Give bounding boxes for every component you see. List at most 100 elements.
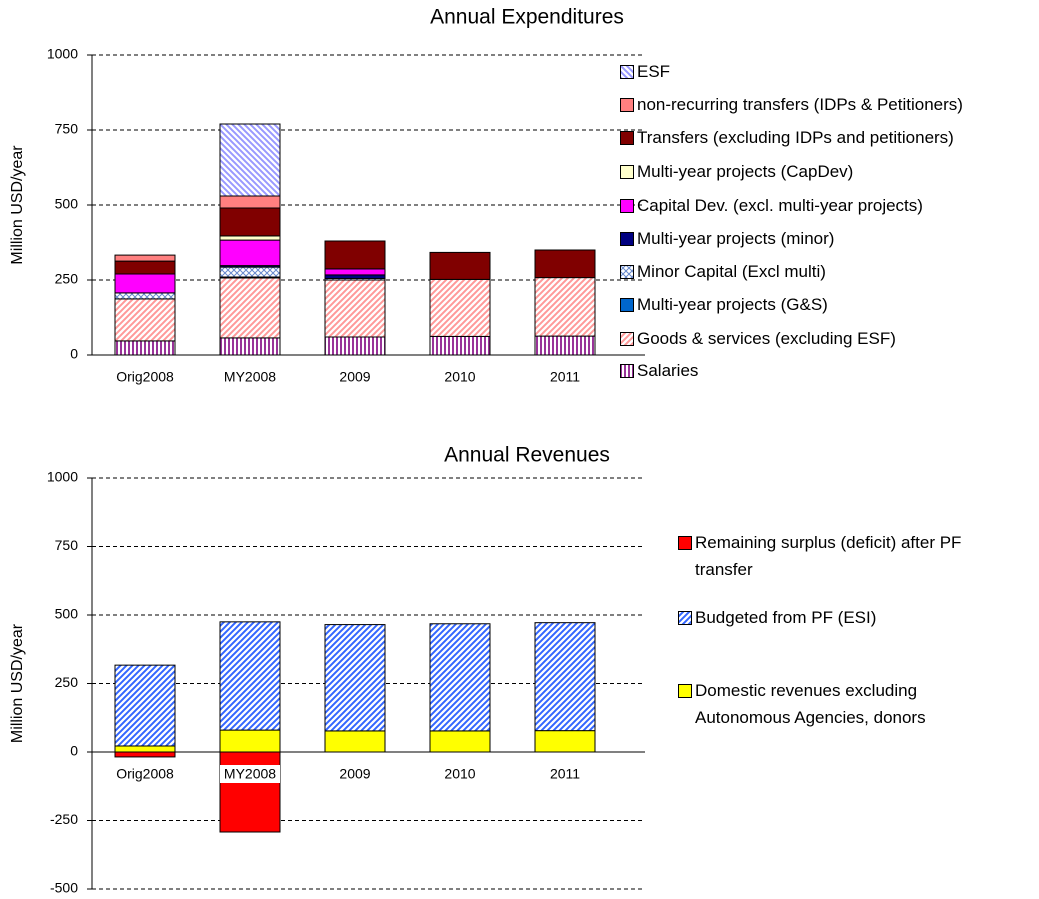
legend-swatch <box>620 332 634 346</box>
label-bg <box>325 368 385 386</box>
bar-segment <box>429 623 491 732</box>
chart-title: Annual Revenues <box>444 444 610 467</box>
y-tick-label: 750 <box>55 537 79 553</box>
label-bg <box>535 765 595 783</box>
legend-item: Multi-year projects (CapDev) <box>620 158 1030 185</box>
y-axis-label: Million USD/year <box>9 623 26 743</box>
y-tick-label: 0 <box>70 346 78 362</box>
legend-item: Goods & services (excluding ESF) <box>620 325 1030 352</box>
bar-segment <box>219 751 281 833</box>
legend-label: Multi-year projects (G&S) <box>637 295 828 314</box>
bar-segment <box>429 730 491 753</box>
legend-swatch <box>678 611 692 625</box>
bar-segment <box>324 274 386 279</box>
bar-segment <box>219 195 281 209</box>
legend-item: non-recurring transfers (IDPs & Petition… <box>620 91 1030 118</box>
legend-swatch <box>620 65 634 79</box>
legend-swatch <box>620 131 634 145</box>
legend-item: Minor Capital (Excl multi) <box>620 258 1030 285</box>
bar-segment <box>219 277 281 339</box>
bar-segment <box>324 336 386 356</box>
bar-segment <box>324 279 386 338</box>
legend-swatch <box>620 199 634 213</box>
y-tick-label: 1000 <box>47 469 78 485</box>
label-bg <box>325 765 385 783</box>
bar-segment <box>324 268 386 276</box>
bar-segment <box>114 664 176 747</box>
swatch <box>620 298 634 312</box>
legend-label: Multi-year projects (CapDev) <box>637 162 854 181</box>
swatch <box>620 131 634 145</box>
x-tick-label: 2009 <box>339 766 370 782</box>
x-tick-label: Orig2008 <box>116 369 174 385</box>
x-tick-label: 2009 <box>339 369 370 385</box>
label-bg <box>430 765 490 783</box>
bar-segment <box>114 273 176 294</box>
legend-label: ESF <box>637 62 671 81</box>
legend-swatch <box>620 298 634 312</box>
bar-segment <box>324 730 386 753</box>
legend-swatch <box>678 684 692 698</box>
legend-item: Domestic revenues excluding Autonomous A… <box>678 677 1008 731</box>
bar-segment <box>114 745 176 753</box>
legend-item: Capital Dev. (excl. multi-year projects) <box>620 192 1030 219</box>
swatch <box>620 165 634 179</box>
legend-label: Budgeted from PF (ESI) <box>695 608 877 627</box>
legend-label: Domestic revenues excluding Autonomous A… <box>695 681 926 727</box>
legend-item: Remaining surplus (deficit) after PF tra… <box>678 529 1008 583</box>
swatch <box>678 536 692 550</box>
swatch <box>620 265 634 279</box>
label-bg <box>220 368 280 386</box>
legend-label: Capital Dev. (excl. multi-year projects) <box>637 196 923 215</box>
swatch <box>620 364 634 378</box>
bar-segment <box>219 621 281 731</box>
y-tick-label: 500 <box>55 606 79 622</box>
y-tick-label: 750 <box>55 121 79 137</box>
legend-label: non-recurring transfers (IDPs & Petition… <box>637 95 963 114</box>
bar-segment <box>324 240 386 270</box>
y-tick-label: 250 <box>55 674 79 690</box>
legend-item: Multi-year projects (minor) <box>620 225 1030 252</box>
legend-item: ESF <box>620 58 1030 85</box>
swatch <box>678 684 692 698</box>
legend-item: Transfers (excluding IDPs and petitioner… <box>620 124 1030 151</box>
bar-segment <box>219 207 281 237</box>
legend-item: Budgeted from PF (ESI) <box>678 604 1008 631</box>
x-tick-label: 2010 <box>444 766 475 782</box>
x-tick-label: MY2008 <box>224 369 276 385</box>
label-bg <box>115 765 175 783</box>
bar-segment <box>219 239 281 267</box>
swatch <box>678 611 692 625</box>
legend-label: Minor Capital (Excl multi) <box>637 262 826 281</box>
bar-segment <box>534 249 596 279</box>
y-tick-label: 0 <box>70 743 78 759</box>
bar-segment <box>114 260 176 275</box>
x-tick-label: 2010 <box>444 369 475 385</box>
bar-segment <box>114 298 176 342</box>
legend-label: Salaries <box>637 361 699 380</box>
legend-label: Goods & services (excluding ESF) <box>637 329 896 348</box>
bar-segment <box>219 266 281 278</box>
legend-item: Salaries <box>620 357 1030 384</box>
legend-swatch <box>620 165 634 179</box>
bar-segment <box>534 277 596 337</box>
chart-title: Annual Expenditures <box>430 6 624 29</box>
y-tick-label: 250 <box>55 271 79 287</box>
legend-label: Multi-year projects (minor) <box>637 229 835 248</box>
y-tick-label: 500 <box>55 196 79 212</box>
legend-label: Transfers (excluding IDPs and petitioner… <box>637 128 954 147</box>
bar-segment <box>114 254 176 262</box>
swatch <box>620 332 634 346</box>
bar-segment <box>324 624 386 732</box>
legend-swatch <box>620 232 634 246</box>
legend-label: Remaining surplus (deficit) after PF tra… <box>695 533 962 579</box>
legend-swatch <box>620 364 634 378</box>
bar-segment <box>114 340 176 356</box>
label-bg <box>430 368 490 386</box>
bar-segment <box>219 729 281 753</box>
swatch <box>620 232 634 246</box>
label-bg <box>535 368 595 386</box>
x-tick-label: 2011 <box>550 766 580 782</box>
